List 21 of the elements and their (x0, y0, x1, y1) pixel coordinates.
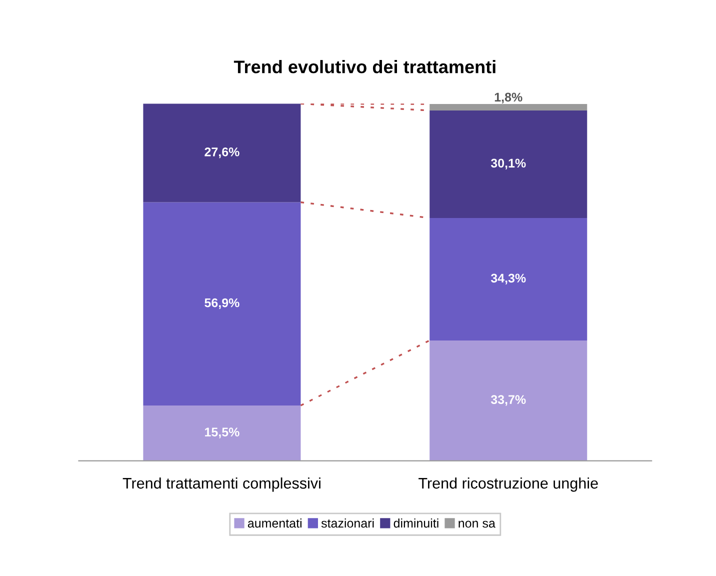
data-label: 33,7% (490, 395, 526, 406)
data-label: 34,3% (490, 274, 526, 284)
legend-label: non sa (458, 520, 496, 528)
bar (430, 218, 588, 340)
bar (430, 340, 588, 461)
legend-label: stazionari (321, 518, 374, 528)
bar (143, 202, 301, 406)
data-label: 56,9% (204, 298, 240, 310)
legend-label: diminuiti (394, 518, 438, 528)
data-label: 15,5% (205, 428, 240, 438)
x-tick-label: Trend ricostruzione unghie (418, 477, 598, 492)
x-tick-label: Trend trattamenti complessivi (122, 477, 320, 492)
data-label: 1,8% (494, 92, 522, 104)
data-label: 30,1% (490, 158, 526, 170)
bar (143, 405, 301, 461)
bar (430, 104, 588, 110)
bar (430, 110, 588, 218)
bar (143, 104, 301, 202)
chart-title: Trend evolutivo dei trattamenti (234, 60, 496, 74)
data-label: 27,6% (204, 147, 240, 158)
legend-label: aumentati (248, 518, 302, 528)
